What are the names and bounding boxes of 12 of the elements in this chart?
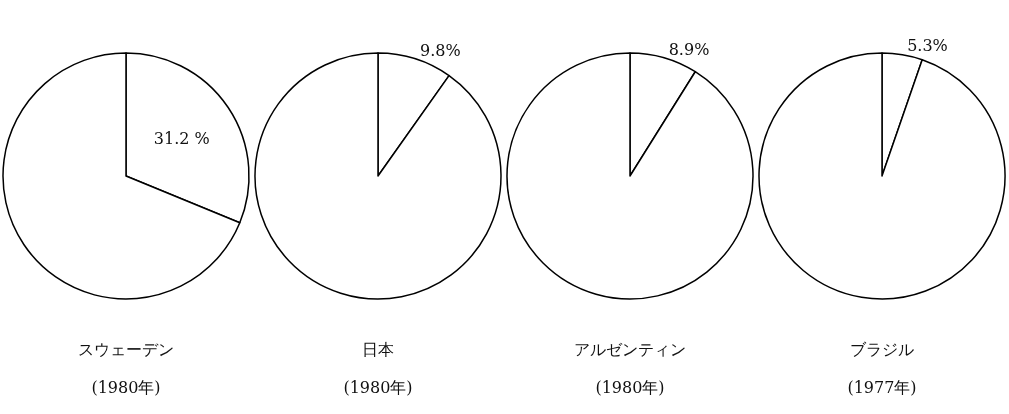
text: (1980年) [594,378,666,399]
text: (1980年) [342,378,414,399]
text: (1977年) [846,378,918,399]
text: スウェーデン [77,340,175,361]
text: 日本 [361,340,395,361]
data-label: 5.3% [907,35,948,55]
data-label: 31.2 % [153,129,210,149]
text: (1980年) [90,378,162,399]
data-label: 9.8% [420,40,461,60]
text: ブラジル [849,340,915,361]
data-label: 8.9% [668,39,710,59]
text: アルゼンティン [573,340,687,361]
